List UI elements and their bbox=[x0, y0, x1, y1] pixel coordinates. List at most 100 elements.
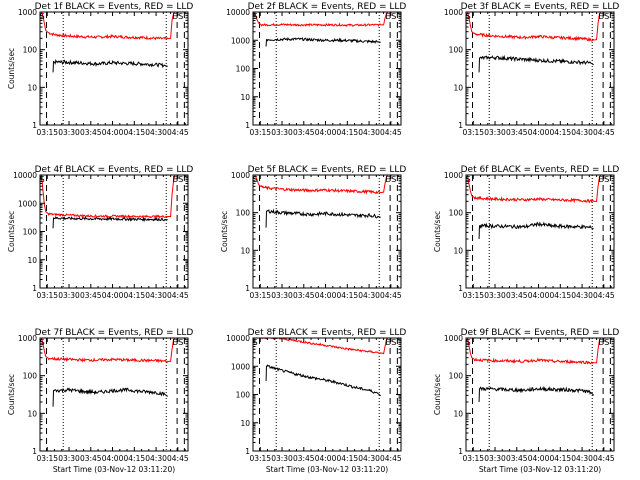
x-tick-label: 03:30 bbox=[484, 291, 506, 300]
y-axis-label: Counts/sec bbox=[220, 211, 229, 252]
segment-marker-E: E bbox=[385, 12, 390, 21]
x-tick-label: 03:15 bbox=[36, 291, 58, 300]
x-tick-label: 03:45 bbox=[506, 291, 528, 300]
x-tick-label: 03:15 bbox=[36, 454, 58, 463]
x-tick-label: 04:45 bbox=[380, 291, 402, 300]
y-tick-label: 10 bbox=[453, 409, 463, 418]
segment-marker-E: E bbox=[598, 12, 603, 21]
x-tick-label: 04:00 bbox=[528, 291, 550, 300]
y-tick-label: 100 bbox=[449, 209, 464, 218]
y-tick-label: 1000 bbox=[231, 36, 250, 45]
x-tick-label: 03:30 bbox=[58, 291, 80, 300]
plot-frame bbox=[252, 174, 402, 289]
y-tick-label: 1000 bbox=[18, 8, 37, 17]
y-axis-label: Counts/sec bbox=[433, 374, 442, 415]
series-events bbox=[265, 364, 382, 397]
segment-marker-S: S bbox=[391, 175, 396, 184]
segment-marker-E: E bbox=[598, 175, 603, 184]
y-axis-label: Counts/sec bbox=[7, 211, 16, 252]
y-axis-label: Counts/sec bbox=[7, 48, 16, 89]
panel-det-9: Det 9f BLACK = Events, RED = LLD Counts/s… bbox=[433, 328, 619, 474]
x-tick-label: 03:30 bbox=[58, 454, 80, 463]
y-tick-label: 10000 bbox=[226, 334, 250, 343]
segment-marker-S: S bbox=[178, 175, 183, 184]
x-tick-label: 04:00 bbox=[528, 128, 550, 137]
x-tick-label: 04:45 bbox=[167, 291, 189, 300]
x-tick-label: 03:30 bbox=[271, 128, 293, 137]
y-tick-label: 10 bbox=[27, 256, 37, 265]
segment-marker-S: S bbox=[178, 338, 183, 347]
series-lld bbox=[40, 12, 176, 41]
segment-marker-E: E bbox=[385, 338, 390, 347]
y-tick-label: 10 bbox=[240, 246, 250, 255]
y-tick-label: 100 bbox=[23, 46, 38, 55]
series-events bbox=[52, 58, 168, 73]
y-tick-label: 1000 bbox=[231, 171, 250, 180]
y-tick-label: 100 bbox=[23, 372, 38, 381]
segment-marker-S: S bbox=[466, 175, 471, 184]
plot-frame bbox=[465, 11, 615, 126]
x-tick-label: 04:15 bbox=[124, 291, 146, 300]
panel-title: Det 7f BLACK = Events, RED = LLD bbox=[35, 328, 194, 338]
y-tick-label: 10000 bbox=[226, 8, 250, 17]
y-tick-label: 10 bbox=[27, 83, 37, 92]
x-tick-label: 04:00 bbox=[528, 454, 550, 463]
x-tick-label: 03:30 bbox=[484, 128, 506, 137]
segment-marker-E: E bbox=[172, 12, 177, 21]
x-tick-label: 04:15 bbox=[337, 454, 359, 463]
series-events bbox=[265, 208, 381, 228]
x-tick-label: 03:45 bbox=[293, 128, 315, 137]
panel-det-5: Det 5f BLACK = Events, RED = LLD Counts/s… bbox=[220, 165, 406, 300]
x-tick-label: 04:45 bbox=[593, 291, 615, 300]
segment-marker-S: S bbox=[40, 338, 45, 347]
y-tick-label: 1 bbox=[245, 121, 250, 130]
segment-marker-S: S bbox=[253, 175, 258, 184]
series-lld bbox=[253, 12, 389, 27]
x-tick-label: 03:15 bbox=[249, 454, 271, 463]
plot-frame bbox=[465, 174, 615, 289]
x-tick-label: 04:15 bbox=[550, 454, 572, 463]
x-tick-label: 04:15 bbox=[337, 291, 359, 300]
segment-marker-S: S bbox=[604, 12, 609, 21]
x-tick-label: 04:00 bbox=[102, 128, 124, 137]
segment-marker-S: S bbox=[178, 12, 183, 21]
y-tick-label: 100 bbox=[23, 228, 38, 237]
series-lld bbox=[466, 12, 602, 42]
series-lld bbox=[254, 338, 389, 355]
y-tick-label: 1 bbox=[245, 447, 250, 456]
x-tick-label: 04:15 bbox=[550, 291, 572, 300]
panel-det-6: Det 6f BLACK = Events, RED = LLD Counts/s… bbox=[433, 165, 619, 300]
y-axis-label: Counts/sec bbox=[433, 211, 442, 252]
series-lld bbox=[466, 338, 602, 365]
x-tick-label: 04:30 bbox=[571, 454, 593, 463]
segment-marker-S: S bbox=[466, 338, 471, 347]
plot-frame bbox=[39, 11, 189, 126]
y-axis-label: Counts/sec bbox=[7, 374, 16, 415]
y-tick-label: 100 bbox=[449, 372, 464, 381]
x-tick-label: 03:15 bbox=[462, 291, 484, 300]
x-tick-label: 04:30 bbox=[571, 291, 593, 300]
x-tick-label: 04:15 bbox=[124, 454, 146, 463]
x-tick-label: 04:30 bbox=[571, 128, 593, 137]
y-tick-label: 1 bbox=[32, 284, 37, 293]
x-tick-label: 03:30 bbox=[271, 454, 293, 463]
x-tick-label: 03:15 bbox=[462, 454, 484, 463]
x-tick-label: 04:00 bbox=[315, 128, 337, 137]
series-lld bbox=[40, 175, 176, 219]
y-tick-label: 1 bbox=[32, 447, 37, 456]
x-tick-label: 04:00 bbox=[102, 291, 124, 300]
x-tick-label: 04:30 bbox=[358, 454, 380, 463]
segment-marker-E: E bbox=[172, 175, 177, 184]
segment-marker-S: S bbox=[466, 12, 471, 21]
x-tick-label: 04:45 bbox=[167, 454, 189, 463]
y-tick-label: 10 bbox=[27, 409, 37, 418]
series-events bbox=[52, 215, 168, 229]
y-tick-label: 1000 bbox=[231, 362, 250, 371]
series-lld bbox=[254, 175, 389, 195]
y-tick-label: 10 bbox=[240, 419, 250, 428]
x-tick-label: 04:30 bbox=[145, 128, 167, 137]
segment-marker-S: S bbox=[604, 338, 609, 347]
x-tick-label: 04:45 bbox=[380, 454, 402, 463]
panel-title: Det 9f BLACK = Events, RED = LLD bbox=[461, 328, 620, 338]
